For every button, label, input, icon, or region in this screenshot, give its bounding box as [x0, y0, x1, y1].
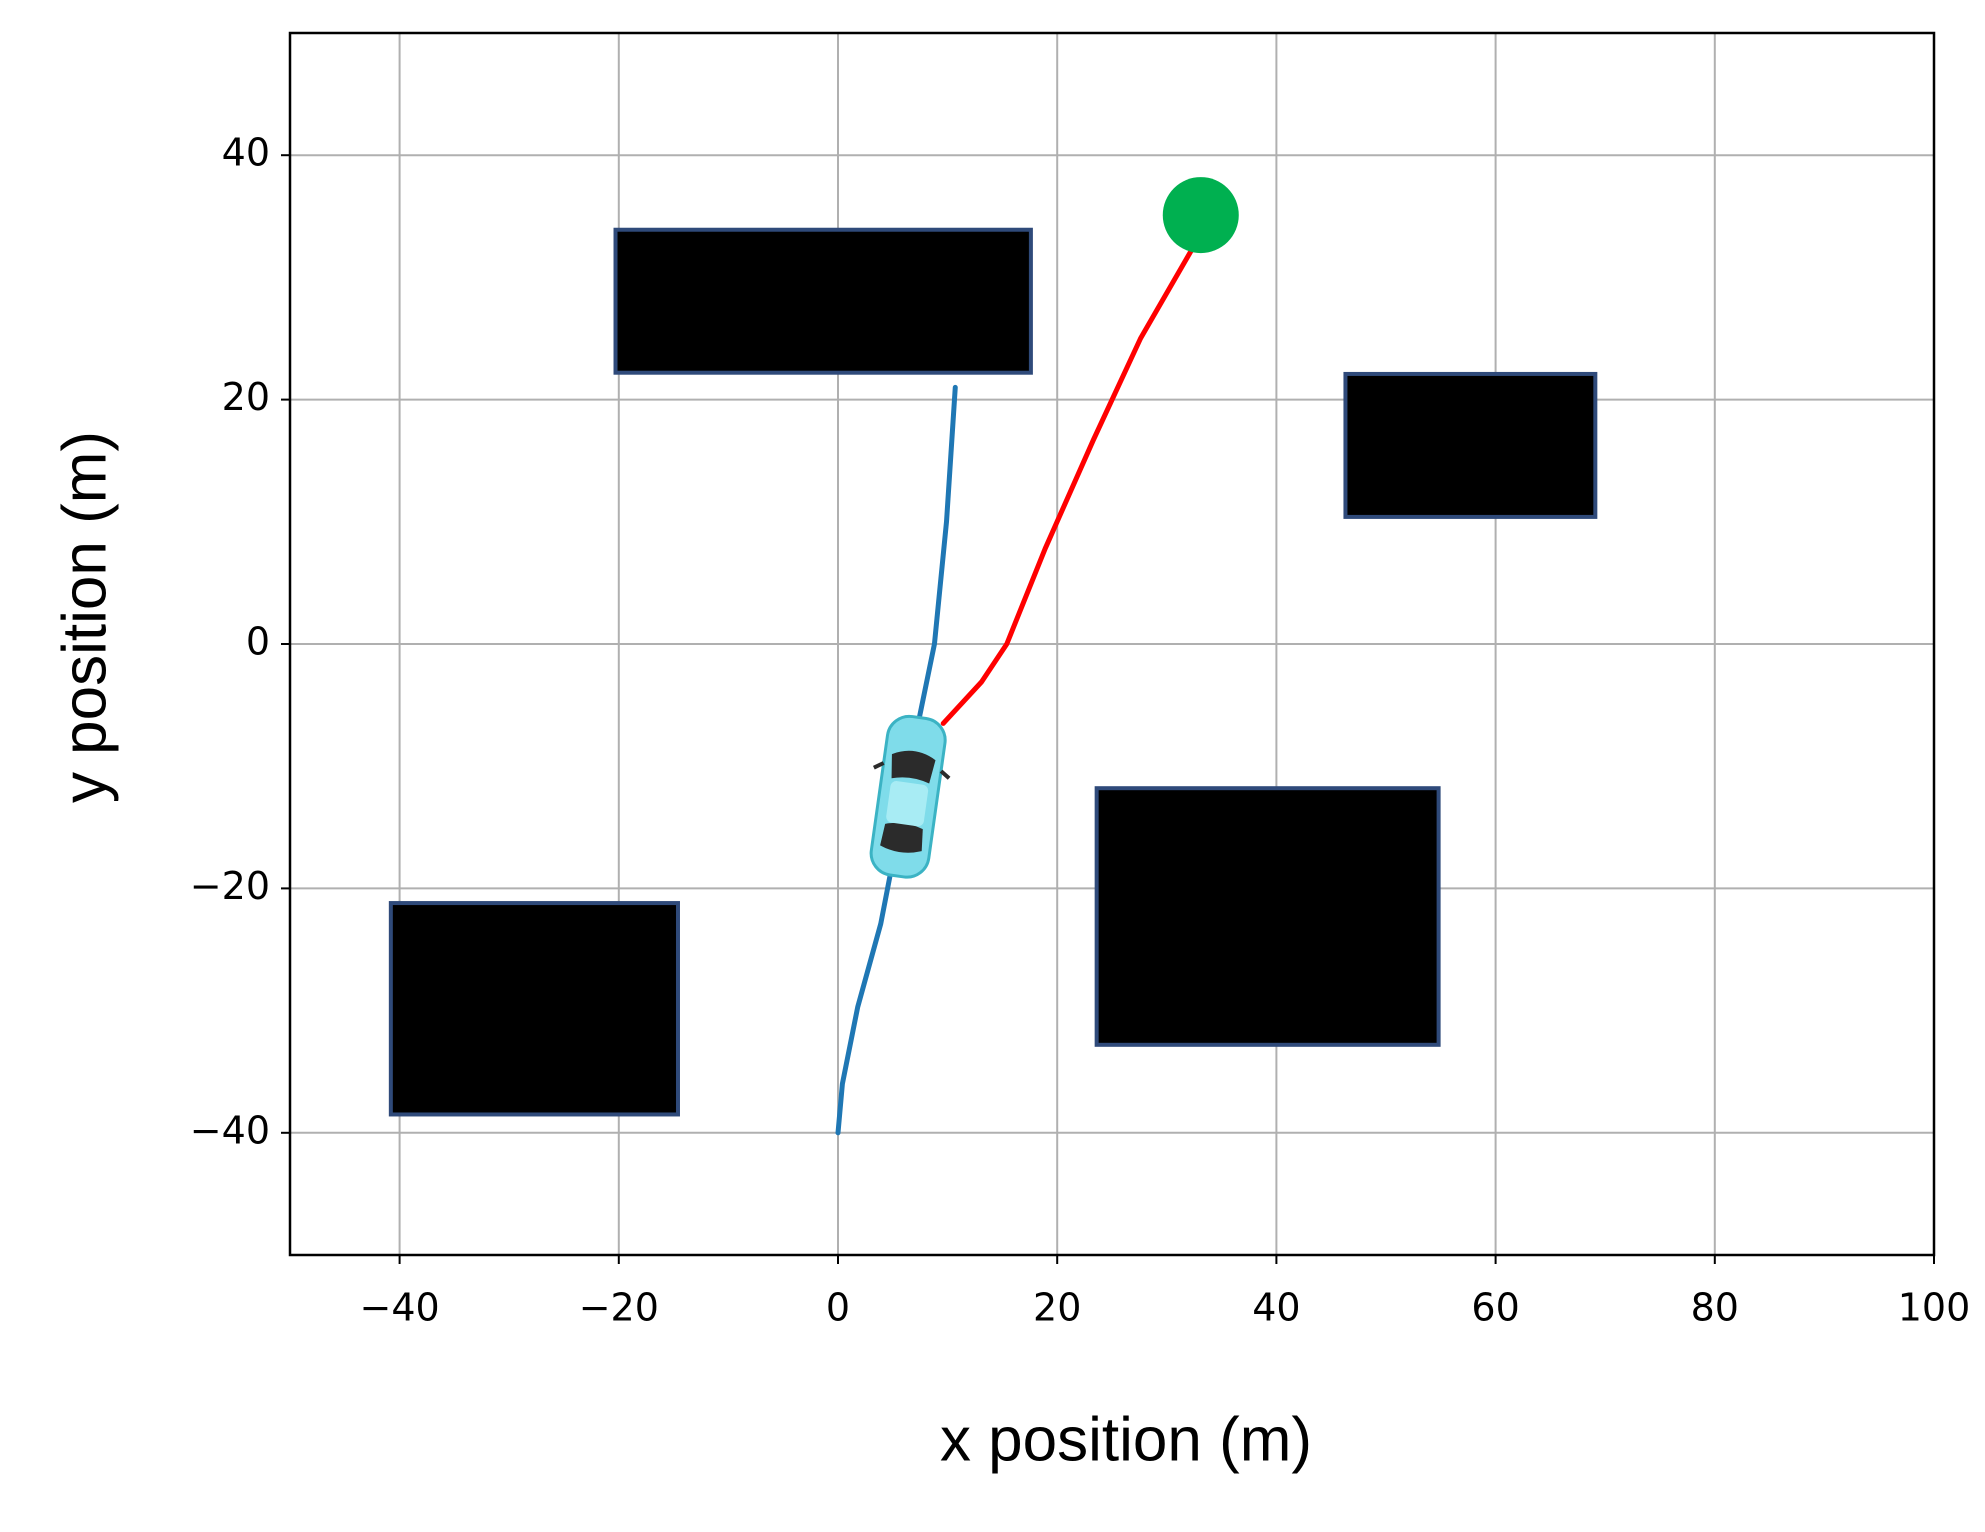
- x-tick-label: 80: [1691, 1286, 1739, 1330]
- goal: [1162, 177, 1239, 254]
- plot-frame: [288, 31, 1936, 1257]
- x-tick-label: −20: [579, 1286, 659, 1330]
- vehicle-roof: [886, 781, 929, 827]
- y-axis-label: y position (m): [50, 431, 119, 803]
- y-tick-label: 20: [222, 375, 270, 419]
- vehicle: [869, 714, 951, 879]
- obstacle: [388, 901, 680, 1117]
- x-tick-label: 60: [1471, 1286, 1519, 1330]
- y-tick-label: 40: [222, 131, 270, 175]
- vehicle-mirror: [939, 769, 951, 780]
- vehicle-rear-window: [880, 822, 923, 853]
- x-tick-label: 40: [1252, 1286, 1300, 1330]
- trajectory: [940, 246, 1195, 726]
- obstacle: [1094, 786, 1441, 1047]
- y-tick-label: −20: [190, 864, 270, 908]
- vehicle-mirror: [872, 761, 885, 770]
- x-tick-label: 0: [826, 1286, 850, 1330]
- vehicle-windshield: [891, 750, 936, 784]
- y-tick-label: −40: [190, 1108, 270, 1152]
- x-axis-label: x position (m): [940, 1405, 1312, 1474]
- obstacle: [1343, 371, 1598, 519]
- x-tick-label: −40: [359, 1286, 439, 1330]
- obstacle: [613, 227, 1033, 375]
- x-tick-label: 20: [1033, 1286, 1081, 1330]
- x-tick-label: 100: [1898, 1286, 1971, 1330]
- y-tick-label: 0: [246, 620, 270, 664]
